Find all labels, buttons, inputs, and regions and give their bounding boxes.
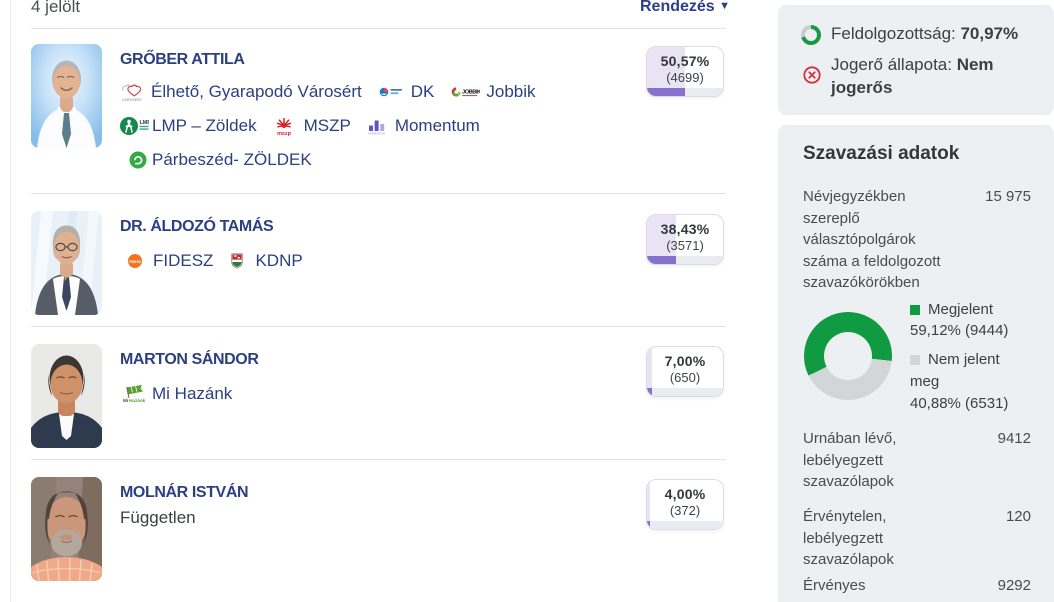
svg-text:LMP: LMP bbox=[140, 119, 150, 125]
svg-text:VÁROSÉRT: VÁROSÉRT bbox=[122, 97, 143, 102]
svg-text:FIDESZ: FIDESZ bbox=[129, 259, 141, 263]
svg-text:JOBBIK: JOBBIK bbox=[462, 89, 480, 95]
svg-text:mszp: mszp bbox=[277, 130, 291, 135]
svg-text:MiHazánk: MiHazánk bbox=[123, 398, 146, 403]
svg-text:MOMENTUM: MOMENTUM bbox=[368, 131, 385, 135]
